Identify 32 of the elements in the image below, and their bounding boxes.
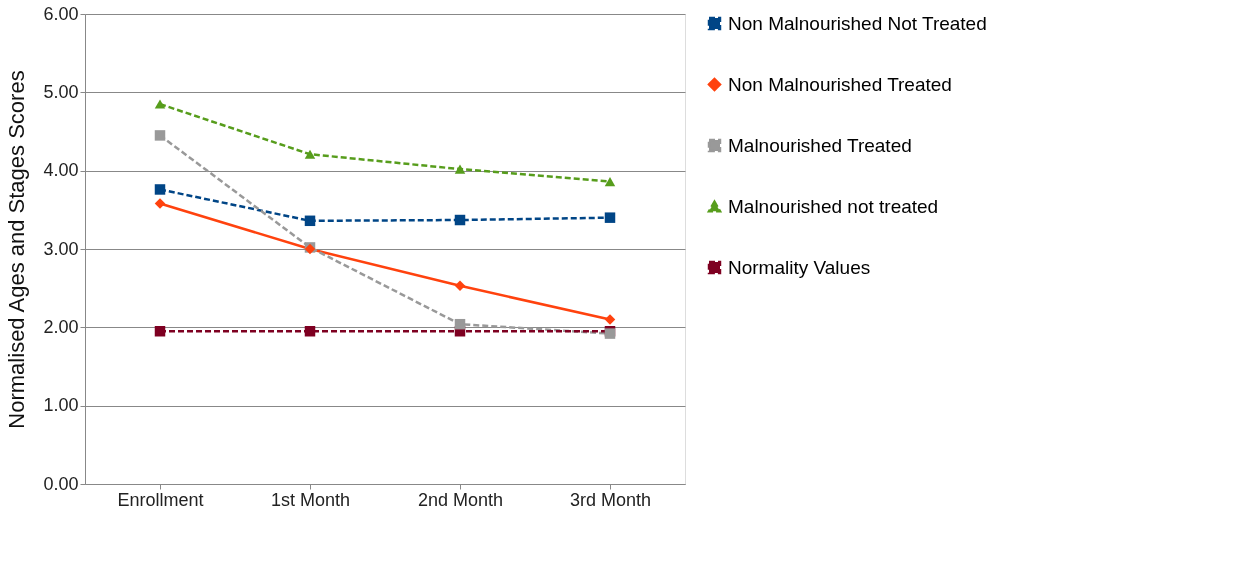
point [154, 130, 166, 141]
point [304, 326, 316, 337]
point [154, 184, 166, 195]
point [304, 215, 316, 227]
legend-label: Malnourished Treated [728, 134, 912, 156]
y-tick-label: 4.00 [43, 160, 79, 181]
legend-label: Normality Values [728, 256, 871, 278]
y-tick-label: 6.00 [43, 3, 79, 24]
point [154, 326, 166, 337]
y-tick-label: 1.00 [43, 395, 79, 416]
x-tick-label: 1st Month [270, 489, 351, 510]
x-tick-label: 2nd Month [417, 489, 504, 510]
point [604, 212, 616, 223]
point [154, 99, 166, 109]
y-axis-title: Normalised Ages and Stages Scores [4, 70, 30, 429]
y-tick-label: 2.00 [43, 316, 79, 337]
y-tick-label: 3.00 [43, 238, 79, 259]
x-tick-label: 3rd Month [569, 489, 652, 510]
legend-label: Non Malnourished Treated [728, 73, 952, 95]
point [604, 177, 616, 187]
point [454, 214, 466, 226]
point [604, 314, 616, 325]
point [454, 318, 466, 330]
legend-label: Non Malnourished Not Treated [728, 12, 987, 34]
point [304, 149, 316, 159]
y-tick-label: 0.00 [43, 473, 79, 494]
point [454, 164, 466, 174]
x-tick-label: Enrollment [117, 489, 204, 510]
point [154, 198, 166, 209]
y-tick-label: 5.00 [43, 81, 79, 102]
point [454, 280, 466, 292]
legend-label: Malnourished not treated [728, 195, 939, 217]
